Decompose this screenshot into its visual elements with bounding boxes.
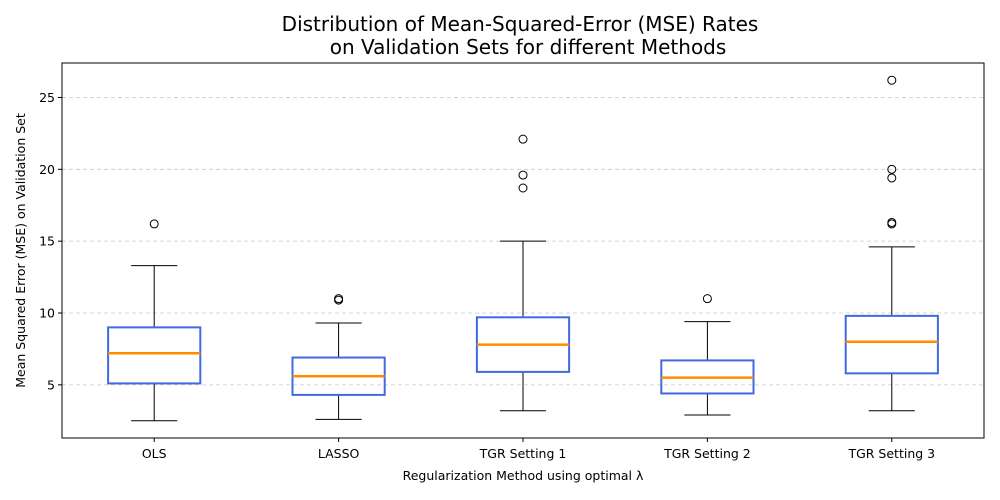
outlier-point: [334, 294, 344, 304]
y-tick-label-15: 15: [39, 234, 55, 249]
box-1: [291, 294, 386, 420]
box-3: [660, 294, 755, 416]
outlier-point: [518, 170, 528, 180]
box-0: [107, 219, 202, 422]
x-axis-ticks: OLS LASSO TGR Setting 1 TGR Setting 2 TGR Se…: [142, 438, 935, 461]
outlier-point: [887, 217, 897, 227]
x-tick-label-4: TGR Setting 3: [847, 446, 935, 461]
outlier-point: [887, 173, 897, 183]
outlier-point: [702, 294, 712, 304]
chart-title-line1: Distribution of Mean-Squared-Error (MSE)…: [282, 12, 759, 36]
outlier-point: [518, 183, 528, 193]
boxes-group: [107, 75, 939, 422]
box-4: [844, 75, 939, 412]
iqr-box: [844, 314, 939, 375]
outlier-point: [887, 75, 897, 85]
box-2: [475, 134, 571, 412]
chart-title-line2: on Validation Sets for different Methods: [330, 35, 727, 59]
y-tick-label-5: 5: [47, 377, 55, 392]
y-tick-label-20: 20: [39, 162, 55, 177]
outlier-point: [149, 219, 159, 229]
x-tick-label-2: TGR Setting 1: [479, 446, 567, 461]
y-tick-label-25: 25: [39, 90, 55, 105]
y-axis-label: Mean Squared Error (MSE) on Validation S…: [13, 113, 28, 388]
x-tick-label-0: OLS: [142, 446, 167, 461]
x-axis-label: Regularization Method using optimal λ: [403, 468, 644, 483]
y-tick-label-10: 10: [39, 306, 55, 321]
outlier-point: [887, 164, 897, 174]
x-tick-label-1: LASSO: [318, 446, 360, 461]
y-axis-ticks: 5 10 15 20 25: [39, 90, 62, 392]
outlier-point: [518, 134, 528, 144]
iqr-box: [107, 326, 202, 385]
x-tick-label-3: TGR Setting 2: [663, 446, 751, 461]
